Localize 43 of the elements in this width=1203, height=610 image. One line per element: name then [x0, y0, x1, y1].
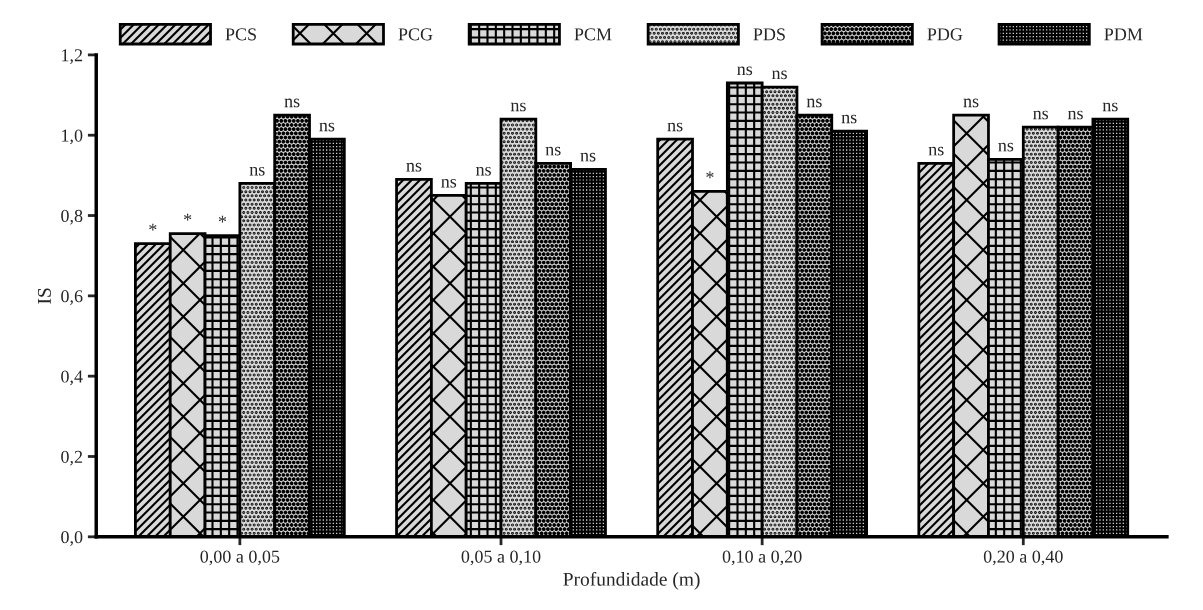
x-tick-label: 0,10 a 0,20: [722, 550, 802, 566]
legend-label: PDM: [1104, 28, 1143, 41]
y-tick-label: 0,4: [61, 370, 83, 386]
y-tick-label: 0,6: [61, 290, 83, 305]
data-label: ns: [1067, 110, 1083, 120]
legend-label: PCS: [225, 28, 256, 41]
x-tick-label: 0,20 a 0,40: [983, 550, 1063, 566]
data-label: ns: [771, 70, 787, 80]
data-label: ns: [284, 98, 300, 108]
data-label: *: [706, 171, 714, 179]
data-label: ns: [841, 114, 857, 124]
data-label: ns: [475, 166, 491, 176]
y-tick-label: 1,2: [62, 49, 83, 64]
data-label: ns: [319, 122, 335, 132]
legend-label: PDG: [927, 28, 963, 41]
y-axis-title: IS: [37, 288, 51, 304]
data-label: ns: [998, 142, 1014, 152]
y-tick-label: 0,0: [61, 531, 83, 546]
data-label: ns: [545, 146, 561, 156]
data-label: ns: [406, 162, 422, 172]
x-axis-title: Profundidade (m): [563, 571, 700, 590]
data-label: ns: [737, 66, 753, 76]
y-tick-label: 1,0: [62, 129, 83, 145]
legend-label: PCM: [574, 28, 612, 41]
data-label: *: [218, 215, 227, 223]
legend-label: PDS: [753, 28, 785, 41]
data-label: *: [184, 213, 192, 221]
x-tick-label: 0,00 a 0,05: [200, 550, 280, 566]
data-label: ns: [1102, 102, 1118, 112]
data-label: ns: [667, 122, 683, 132]
data-label: ns: [806, 98, 822, 108]
data-label: *: [149, 223, 157, 231]
data-label: ns: [249, 166, 265, 176]
data-label: ns: [1033, 110, 1049, 120]
legend-label: PCG: [398, 28, 433, 41]
data-label: ns: [441, 178, 457, 188]
x-tick-label: 0,05 a 0,10: [461, 550, 541, 566]
data-label: ns: [580, 152, 596, 162]
data-label: ns: [510, 102, 526, 112]
y-tick-label: 0,2: [61, 450, 83, 466]
data-label: ns: [963, 98, 979, 108]
y-tick-label: 0,8: [61, 209, 83, 225]
data-label: ns: [928, 146, 944, 156]
